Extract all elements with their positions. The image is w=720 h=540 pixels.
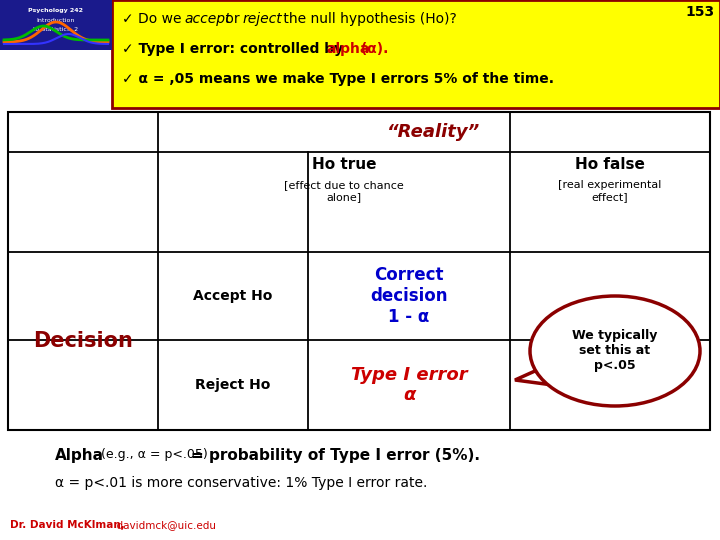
Text: (e.g., α = p<.05): (e.g., α = p<.05) xyxy=(97,448,212,461)
Text: davidmck@uic.edu: davidmck@uic.edu xyxy=(110,520,216,530)
Text: Introduction: Introduction xyxy=(37,18,75,23)
Ellipse shape xyxy=(530,296,700,406)
Text: Correct
decision
1 - α: Correct decision 1 - α xyxy=(370,266,448,326)
Text: ✓ Type I error: controlled by: ✓ Type I error: controlled by xyxy=(122,42,348,56)
Text: Type I error
α: Type I error α xyxy=(351,366,467,404)
Text: or: or xyxy=(221,12,244,26)
Text: accept: accept xyxy=(184,12,230,26)
Text: reject: reject xyxy=(243,12,283,26)
Polygon shape xyxy=(515,371,560,386)
Text: = probability of Type I error (5%).: = probability of Type I error (5%). xyxy=(191,448,480,463)
Text: ✓ Do we: ✓ Do we xyxy=(122,12,186,26)
Text: Dr. David McKlman,: Dr. David McKlman, xyxy=(10,520,125,530)
Text: Alpha: Alpha xyxy=(55,448,104,463)
Text: α = p<.01 is more conservative: 1% Type I error rate.: α = p<.01 is more conservative: 1% Type … xyxy=(55,476,428,490)
Text: Decision: Decision xyxy=(33,331,133,351)
Text: to Statistics, 2: to Statistics, 2 xyxy=(33,27,78,32)
Text: the null hypothesis (Ho)?: the null hypothesis (Ho)? xyxy=(279,12,456,26)
Text: Accept Ho: Accept Ho xyxy=(193,289,273,303)
Bar xyxy=(8,112,710,430)
Bar xyxy=(112,0,720,108)
Text: Ho true: Ho true xyxy=(312,157,377,172)
Text: We typically
set this at
p<.05: We typically set this at p<.05 xyxy=(572,329,657,373)
Text: “Reality”: “Reality” xyxy=(387,123,481,141)
Text: ✓ α = ,05 means we make Type I errors 5% of the time.: ✓ α = ,05 means we make Type I errors 5%… xyxy=(122,72,554,86)
Text: Psychology 242: Psychology 242 xyxy=(29,8,84,13)
Text: Ho false: Ho false xyxy=(575,157,645,172)
Bar xyxy=(0,0,112,50)
Text: [effect due to chance
alone]: [effect due to chance alone] xyxy=(284,180,404,201)
Text: 153: 153 xyxy=(686,5,715,19)
Text: Reject Ho: Reject Ho xyxy=(195,378,271,392)
Text: [real experimental
effect]: [real experimental effect] xyxy=(558,180,662,201)
Text: alpha: alpha xyxy=(326,42,369,56)
Text: (α).: (α). xyxy=(356,42,388,56)
